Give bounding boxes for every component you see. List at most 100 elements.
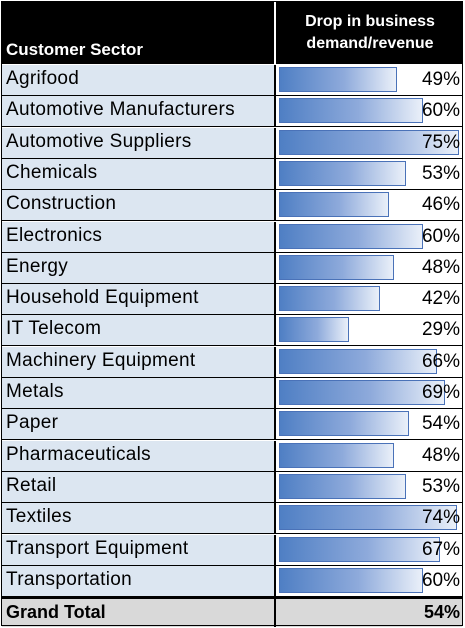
table-row: Household Equipment 42% [2,284,462,316]
sector-label: Automotive Suppliers [6,130,192,152]
data-bar [279,286,380,312]
sector-cell: Transportation [2,565,276,596]
grand-total-value: 54% [423,602,460,623]
data-bar [279,567,423,593]
sector-cell: Automotive Suppliers [2,127,276,158]
sector-cell: Retail [2,471,276,502]
value-cell: 60% [278,565,462,596]
value-label: 60% [421,569,460,591]
value-label: 48% [421,256,460,278]
value-cell: 53% [278,471,462,502]
value-cell: 46% [278,190,462,221]
value-cell: 69% [278,378,462,408]
sector-label: Household Equipment [6,287,199,309]
value-label: 54% [421,413,460,435]
data-bar [279,411,409,437]
grand-total-label: Grand Total [6,602,106,623]
value-cell: 54% [278,409,462,440]
demand-header-line2: demand/revenue [306,35,434,52]
sector-cell: Construction [2,190,276,221]
data-bar [279,505,457,531]
sector-label: Metals [6,381,64,402]
value-label: 46% [421,194,460,216]
sector-cell: Textiles [2,503,276,534]
sector-column-header: Customer Sector [2,2,276,64]
data-bar [279,160,407,186]
sector-label: Transportation [6,568,133,590]
sector-label: Machinery Equipment [6,349,196,371]
sector-label: Electronics [6,224,103,246]
table-row: Transportation 60% [2,565,462,597]
table-row: Chemicals 53% [2,158,462,190]
sector-label: Textiles [6,506,72,528]
value-label: 42% [421,288,460,310]
grand-total-row: Grand Total 54% [2,597,462,628]
value-label: 48% [421,444,460,466]
table-row: Automotive Manufacturers 60% [2,96,462,128]
value-cell: 66% [278,346,462,377]
sector-cell: IT Telecom [2,315,276,346]
value-cell: 74% [278,503,462,534]
data-bar [279,254,395,280]
table-row: Retail 53% [2,471,462,503]
grand-total-value-cell: 54% [278,599,462,627]
table-row: Pharmaceuticals 48% [2,440,462,472]
data-bar [279,317,349,343]
data-bar [279,67,397,92]
value-label: 67% [421,538,460,560]
data-bar [279,98,423,124]
sector-cell: Metals [2,378,276,408]
data-bar [279,129,459,155]
value-cell: 42% [278,284,462,315]
value-cell: 48% [278,252,462,283]
demand-header-line1: Drop in business [305,13,435,30]
sector-cell: Electronics [2,221,276,252]
table-row: Machinery Equipment 66% [2,346,462,378]
grand-total-label-cell: Grand Total [2,599,276,628]
value-cell: 75% [278,127,462,158]
value-cell: 29% [278,315,462,346]
sector-cell: Agrifood [2,65,276,95]
sector-label: Agrifood [6,68,80,89]
value-label: 60% [421,225,460,247]
value-label: 66% [421,350,460,372]
sector-cell: Machinery Equipment [2,346,276,377]
data-bar [279,192,390,218]
sector-label: Paper [6,412,59,434]
sector-label: Construction [6,193,117,215]
table-header: Customer Sector Drop in business demand/… [2,2,462,64]
table-row: Transport Equipment 67% [2,534,462,566]
value-label: 49% [421,69,460,90]
sector-label: Automotive Manufacturers [6,99,235,121]
sector-label: Retail [6,474,57,496]
data-bar [279,348,438,374]
sector-cell: Transport Equipment [2,534,276,565]
table-row: Construction 46% [2,190,462,222]
sector-cell: Automotive Manufacturers [2,96,276,127]
demand-column-header: Drop in business demand/revenue [278,2,462,64]
value-label: 53% [421,162,460,184]
table-row: Energy 48% [2,252,462,284]
sector-cell: Chemicals [2,158,276,189]
table-row: Agrifood 49% [2,65,462,96]
table-row: IT Telecom 29% [2,315,462,347]
sector-cell: Energy [2,252,276,283]
data-bar [279,380,445,405]
table-row: Automotive Suppliers 75% [2,127,462,159]
table-row: Electronics 60% [2,221,462,253]
value-cell: 49% [278,65,462,95]
value-label: 69% [421,382,460,403]
data-bar [279,536,440,562]
sector-label: IT Telecom [6,318,102,340]
data-bar [279,473,407,499]
value-cell: 53% [278,158,462,189]
sector-label: Energy [6,255,69,277]
data-bar [279,442,395,468]
sector-cell: Household Equipment [2,284,276,315]
data-bar [279,223,423,249]
table-row: Paper 54% [2,409,462,441]
value-cell: 60% [278,96,462,127]
sector-header-label: Customer Sector [6,40,143,59]
value-label: 53% [421,475,460,497]
